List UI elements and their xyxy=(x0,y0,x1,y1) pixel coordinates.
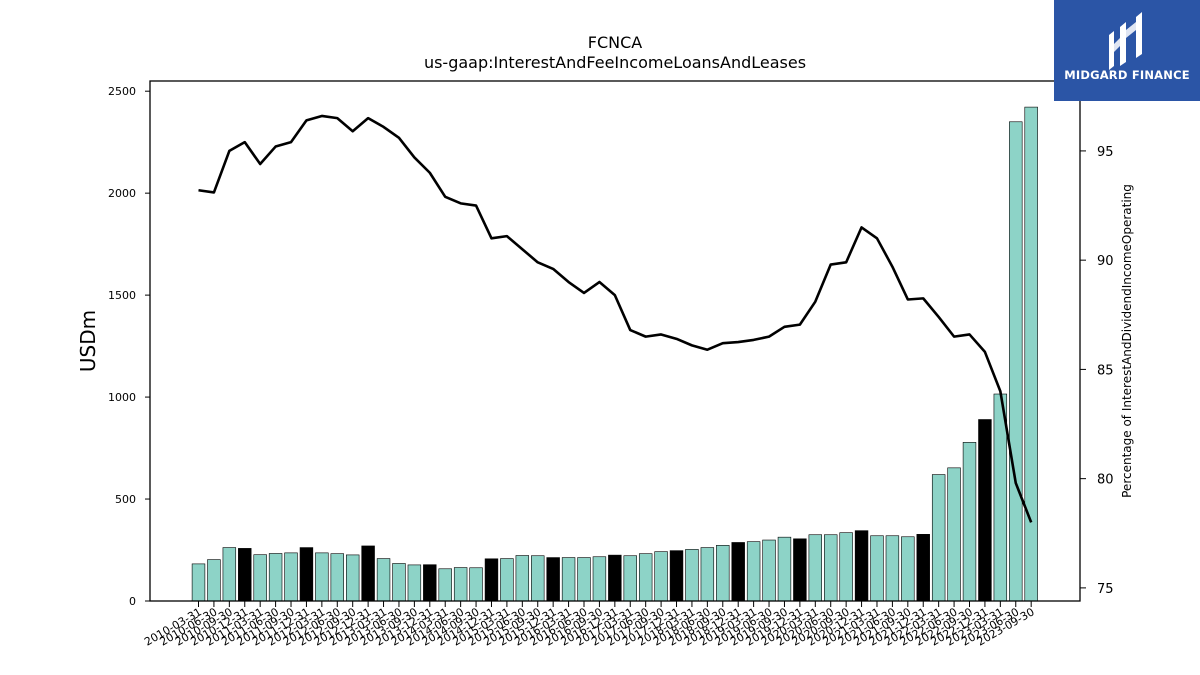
bar-2020-06-30 xyxy=(824,534,838,602)
bar-2020-03-31 xyxy=(808,534,823,602)
y2-axis-label: Percentage of InterestAndDividendIncomeO… xyxy=(1120,184,1134,498)
y-tick-label: 1500 xyxy=(108,289,136,302)
bar-2013-03-31 xyxy=(376,558,391,602)
y2-tick-label: 90 xyxy=(1097,254,1114,269)
bar-2019-09-30 xyxy=(777,536,792,602)
bar-2019-12-31 xyxy=(793,538,807,602)
bar-2017-03-31 xyxy=(623,555,637,602)
bar-2018-03-31 xyxy=(685,549,699,602)
x-axis: 2010-03-312010-06-302010-09-302010-12-31… xyxy=(142,601,1037,649)
bar-2012-06-30 xyxy=(330,553,344,602)
bar-2014-09-30 xyxy=(469,567,483,602)
y2-tick-label: 75 xyxy=(1097,582,1114,597)
bar-2019-06-30 xyxy=(762,539,776,602)
bar-2013-12-31 xyxy=(423,564,437,602)
bar-2010-03-31 xyxy=(191,563,206,602)
bar-2019-03-31 xyxy=(746,541,761,602)
bar-2022-12-31 xyxy=(978,419,992,602)
bar-2014-03-31 xyxy=(438,568,452,602)
y-tick-label: 1000 xyxy=(108,391,136,404)
line-series xyxy=(198,114,1033,523)
bar-2018-12-31 xyxy=(731,542,745,602)
bar-2021-09-30 xyxy=(901,536,915,602)
logo: MIDGARD FINANCE xyxy=(1054,0,1200,101)
bar-2011-03-31 xyxy=(253,554,267,602)
bar-2021-12-31 xyxy=(916,534,930,602)
bar-2015-12-31 xyxy=(546,557,560,602)
bar-2022-06-30 xyxy=(947,467,961,602)
bar-2016-12-31 xyxy=(608,554,622,602)
bar-2014-06-30 xyxy=(453,567,468,602)
bar-2010-06-30 xyxy=(207,559,221,602)
y-tick-label: 500 xyxy=(115,493,136,506)
bar-2020-09-30 xyxy=(839,532,853,602)
y2-tick-label: 85 xyxy=(1097,363,1114,378)
bar-2018-06-30 xyxy=(700,547,715,602)
bar-2017-12-31 xyxy=(669,550,684,602)
bar-2015-09-30 xyxy=(531,555,545,602)
y-tick-label: 2500 xyxy=(108,85,136,98)
bars-layer xyxy=(191,106,1038,602)
bar-2014-12-31 xyxy=(484,558,499,602)
bar-2011-12-31 xyxy=(299,547,314,602)
bar-2011-09-30 xyxy=(284,552,298,602)
y-axis-left: 0 500 1000 1500 2000 2500 xyxy=(108,85,150,608)
bar-2010-12-31 xyxy=(238,548,252,602)
bar-2022-09-30 xyxy=(962,442,977,602)
bar-2016-03-31 xyxy=(561,557,576,602)
y-axis-right: 75 80 85 90 95 xyxy=(1080,145,1114,597)
bar-2015-06-30 xyxy=(515,555,530,602)
bar-2013-06-30 xyxy=(392,563,406,602)
logo-mark-icon xyxy=(1109,12,1142,70)
bar-2012-09-30 xyxy=(345,554,360,602)
bar-2010-09-30 xyxy=(222,547,237,602)
bar-2012-03-31 xyxy=(315,552,329,602)
bar-2013-09-30 xyxy=(407,564,422,602)
bar-2016-09-30 xyxy=(592,556,607,602)
bar-2021-03-31 xyxy=(870,535,884,602)
bar-2015-03-31 xyxy=(500,558,514,602)
bar-2021-06-30 xyxy=(885,535,900,602)
bar-2023-06-30 xyxy=(1009,121,1023,602)
logo-text: MIDGARD FINANCE xyxy=(1064,68,1190,82)
y-tick-label: 0 xyxy=(129,595,136,608)
y2-tick-label: 95 xyxy=(1097,145,1114,160)
bar-2017-06-30 xyxy=(638,553,653,602)
bar-2017-09-30 xyxy=(654,551,668,602)
bar-2018-09-30 xyxy=(716,545,730,602)
bar-2011-06-30 xyxy=(268,553,283,602)
bar-2012-12-31 xyxy=(361,545,375,602)
chart-title: FCNCA xyxy=(588,33,643,52)
bar-2016-06-30 xyxy=(577,557,591,602)
chart-subtitle: us-gaap:InterestAndFeeIncomeLoansAndLeas… xyxy=(424,53,806,72)
y-tick-label: 2000 xyxy=(108,187,136,200)
bar-2020-12-31 xyxy=(854,530,869,602)
y-axis-label: USDm xyxy=(76,310,100,372)
bar-2022-03-31 xyxy=(931,474,946,602)
bar-2023-09-30 xyxy=(1024,106,1038,602)
line-layer xyxy=(198,114,1033,523)
y2-tick-label: 80 xyxy=(1097,473,1114,488)
